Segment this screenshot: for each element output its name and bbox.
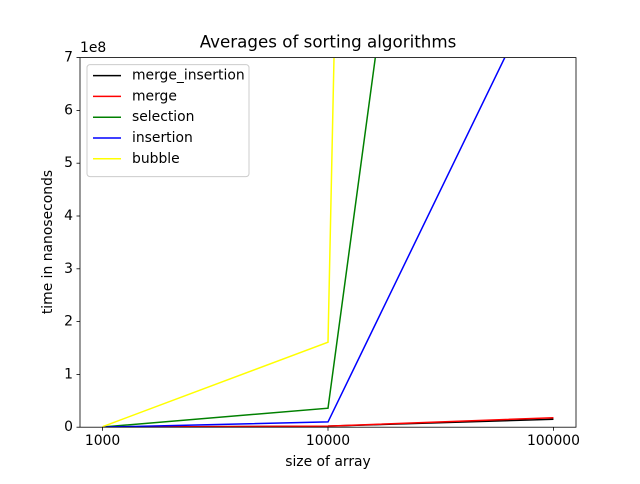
y-tick-label: 5 (64, 155, 73, 171)
y-tick-label: 7 (64, 50, 73, 66)
y-tick-label: 3 (64, 261, 73, 277)
legend-label: bubble (132, 151, 180, 167)
legend-label: selection (132, 109, 194, 125)
y-tick-label: 2 (64, 314, 73, 330)
legend-label: merge (132, 88, 177, 104)
x-axis-label: size of array (285, 454, 371, 470)
y-axis-label: time in nanoseconds (40, 170, 56, 314)
legend-box (86, 64, 250, 178)
x-tick-label: 100000 (527, 433, 580, 449)
plot-lines (102, 57, 554, 428)
chart-title: Averages of sorting algorithms (200, 32, 457, 52)
series-line (102, 57, 506, 428)
legend-label: merge_insertion (132, 68, 245, 84)
legend-label: insertion (132, 130, 193, 146)
y-offset-label: 1e8 (80, 40, 106, 56)
y-tick-label: 6 (64, 102, 73, 118)
y-tick-label: 1 (64, 366, 73, 382)
y-tick-label: 4 (64, 208, 73, 224)
series-line (102, 57, 377, 428)
x-tick-label: 1000 (85, 433, 120, 449)
y-tick-label: 0 (64, 419, 73, 435)
series-line (102, 416, 554, 428)
series-line (102, 57, 335, 428)
x-tick-label: 10000 (306, 433, 350, 449)
